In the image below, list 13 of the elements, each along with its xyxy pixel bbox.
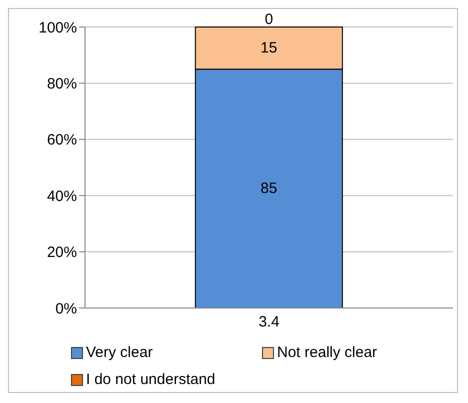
y-tick-label: 20% [46,244,77,262]
legend-label: I do not understand [86,371,216,388]
data-label: 85 [260,180,278,198]
y-tick-label: 40% [46,188,77,205]
y-tick-label: 60% [46,132,77,149]
data-label: 0 [264,11,274,28]
y-tick-label: 80% [46,76,77,93]
x-tick-label: 3.4 [258,314,280,331]
legend-label: Not really clear [277,344,378,361]
y-tick-label: 0% [55,300,77,318]
data-label: 15 [260,40,278,57]
legend-label: Very clear [86,344,153,361]
y-tick-label: 100% [38,19,77,36]
